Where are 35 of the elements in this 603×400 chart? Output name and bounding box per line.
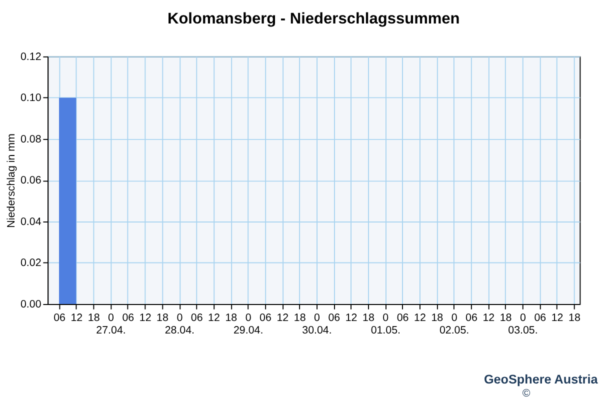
x-tick-label: 12 [276,312,289,324]
y-tick-label: 0.12 [20,50,42,63]
x-tick-label: 06 [190,312,203,324]
x-tick-label: 18 [500,312,512,324]
y-tick-label: 0.04 [20,216,42,228]
x-tick-label: 18 [225,312,238,324]
x-tick-label: 06 [54,312,66,324]
x-tick-label: 12 [482,312,495,324]
y-tick-label: 0.02 [20,257,42,270]
x-tick-label: 06 [466,312,478,324]
text: © [522,387,530,400]
x-tick-label: 18 [156,312,168,324]
y-tick-label: 0.08 [20,133,42,146]
x-tick-label: 18 [362,312,374,324]
x-tick-label: 12 [208,312,220,324]
x-tick-label: 12 [345,312,358,324]
x-tick-label: 12 [70,312,83,324]
x-tick-label: 06 [122,312,134,324]
y-tick-label: 0.10 [20,92,42,104]
x-tick-label: 12 [139,312,152,324]
x-tick-label: 12 [551,312,564,324]
x-tick-label: 06 [396,312,409,324]
x-tick-label: 06 [534,312,546,324]
y-axis-title: Niederschlag in mm [6,133,18,228]
y-tick-label: 0.06 [20,174,42,187]
x-tick-label: 06 [260,312,272,324]
x-tick-label: 12 [414,312,426,324]
chart-title: Kolomansberg - Niederschlagssummen [167,10,460,28]
x-tick-label: 18 [294,312,306,324]
x-tick-label: 18 [88,312,100,324]
y-tick-label: 0.00 [20,298,42,310]
x-tick-label: 18 [568,312,580,324]
x-tick-label: 18 [431,312,444,324]
text: GeoSphere Austria [484,372,599,387]
x-tick-label: 06 [328,312,340,324]
